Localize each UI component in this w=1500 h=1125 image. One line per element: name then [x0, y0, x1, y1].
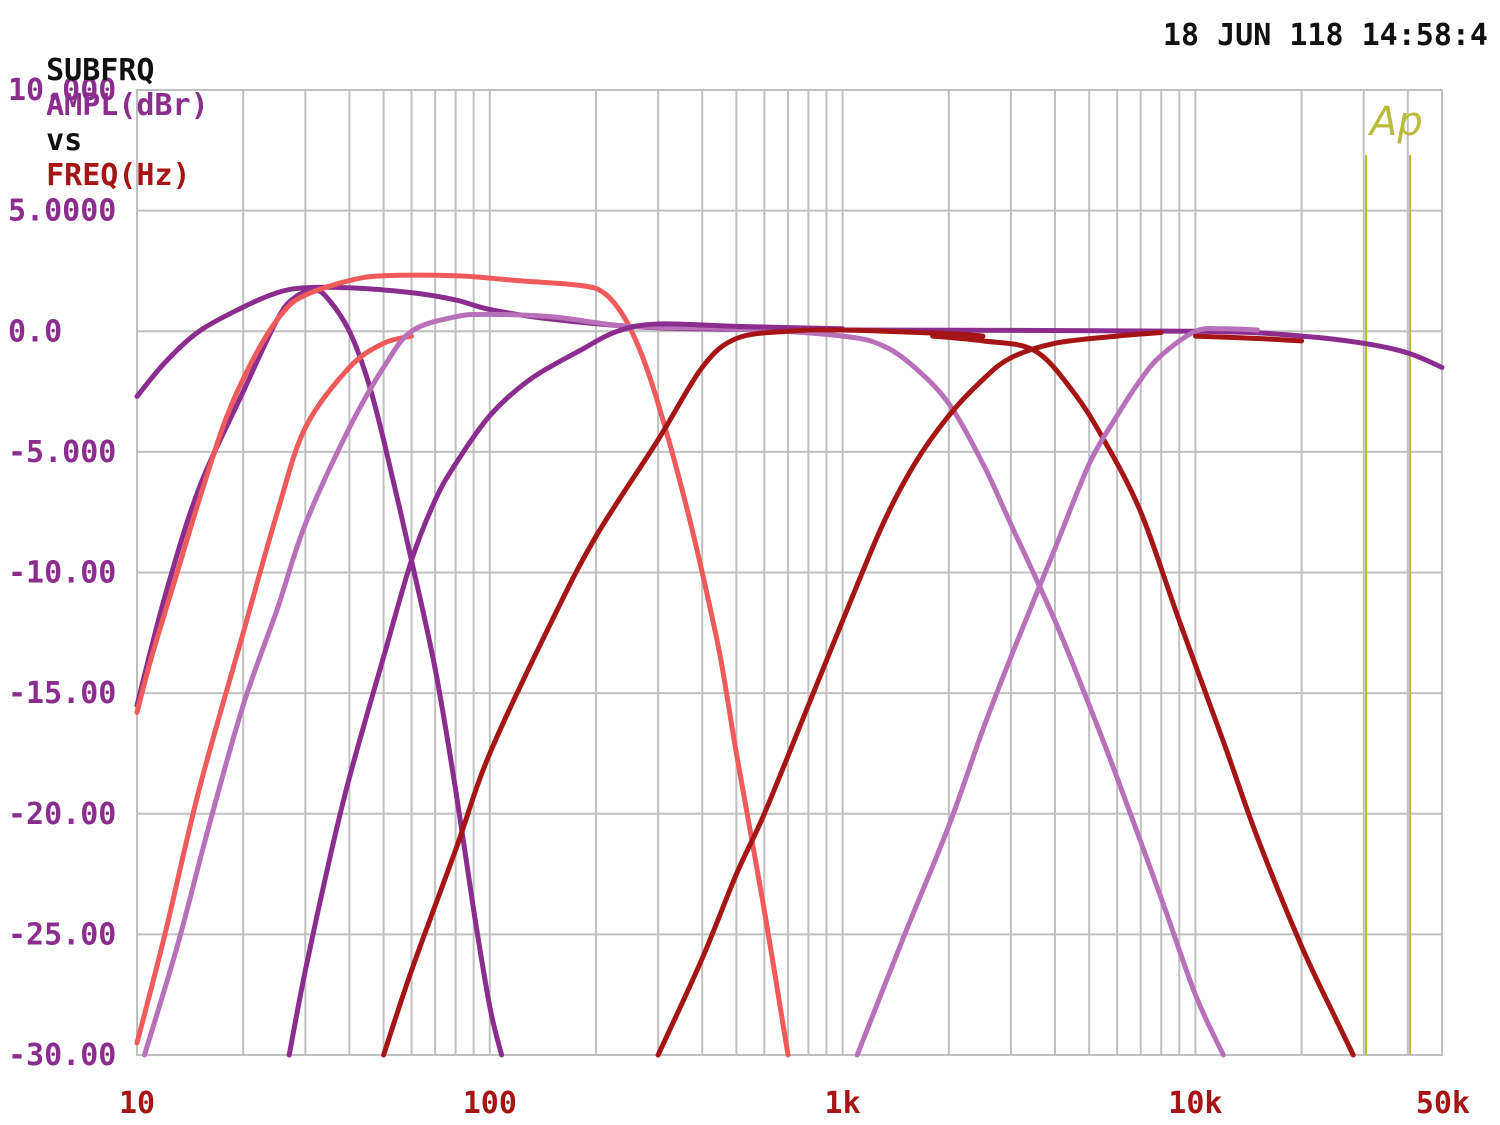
x-axis-ticks: 10 100 1k 10k 50k — [119, 1086, 1470, 1121]
y-tick-label: -20.00 — [8, 797, 116, 832]
y-tick-label: 10.000 — [8, 73, 116, 108]
x-tick-label: 50k — [1416, 1086, 1470, 1121]
series-layer — [134, 272, 1445, 1058]
series-line-4 — [134, 333, 414, 1046]
y-tick-label: -10.00 — [8, 556, 116, 591]
y-tick-label: -5.000 — [8, 435, 116, 470]
grid — [136, 89, 1443, 1056]
x-tick-label: 1k — [825, 1086, 861, 1121]
y-axis-ticks: 10.000 5.0000 0.0 -5.000 -10.00 -15.00 -20.00 -… — [8, 73, 116, 1073]
header-y-name: AMPL(dBr) — [46, 88, 209, 123]
series-line-7 — [381, 327, 986, 1058]
y-tick-label: 5.0000 — [8, 194, 116, 229]
series-line-9 — [930, 333, 1356, 1058]
x-tick-label: 100 — [463, 1086, 517, 1121]
header-prefix: SUBFRQ — [46, 53, 155, 88]
x-tick-label: 10k — [1168, 1086, 1222, 1121]
series-line-3 — [134, 272, 791, 1058]
series-line-6 — [286, 321, 846, 1058]
y-tick-label: -15.00 — [8, 676, 116, 711]
header-vs: vs — [46, 123, 83, 158]
y-tick-label: -30.00 — [8, 1038, 116, 1073]
series-line-11 — [1192, 333, 1305, 344]
header-timestamp: 18 JUN 118 14:58:4 — [1162, 18, 1488, 53]
chart-header: SUBFRQ AMPL(dBr) vs FREQ(Hz) — [10, 18, 209, 193]
y-tick-label: -25.00 — [8, 917, 116, 952]
series-line-5 — [142, 311, 1226, 1058]
x-tick-label: 10 — [119, 1086, 155, 1121]
header-x-name: FREQ(Hz) — [46, 158, 191, 193]
y-tick-label: 0.0 — [8, 314, 62, 349]
ap-logo-text: Ap — [1367, 99, 1423, 145]
series-line-8 — [655, 330, 1164, 1058]
series-line-10 — [854, 325, 1260, 1058]
